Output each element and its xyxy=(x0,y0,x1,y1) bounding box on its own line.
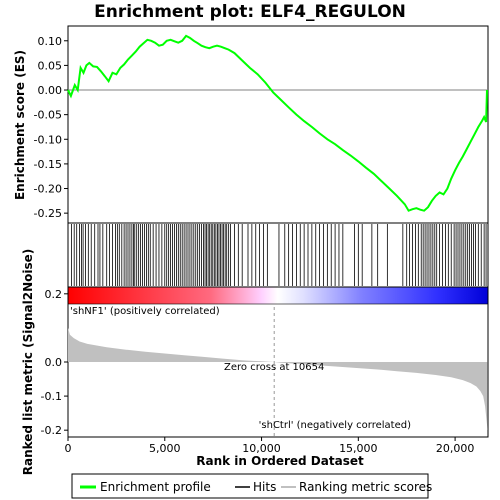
es-y-tick-label: 0.10 xyxy=(38,35,63,48)
es-y-axis-label: Enrichment score (ES) xyxy=(13,50,27,200)
ranking-metric-area xyxy=(68,327,488,431)
es-y-tick-label: -0.05 xyxy=(34,109,62,122)
es-panel-frame xyxy=(67,25,489,224)
legend-hits-label: Hits xyxy=(253,480,276,494)
x-axis-label: Rank in Ordered Dataset xyxy=(196,454,364,468)
es-y-tick-label: -0.10 xyxy=(34,133,62,146)
legend-ranking-metric-label: Ranking metric scores xyxy=(299,480,432,494)
es-y-tick-label: -0.15 xyxy=(34,158,62,171)
es-y-ticks: 0.10 0.05 0.00 -0.05 -0.10 -0.15 -0.20 -0.25 xyxy=(34,35,68,220)
legend-enrichment-profile-label: Enrichment profile xyxy=(100,480,211,494)
x-tick-label: 5,000 xyxy=(149,442,181,455)
legend-box xyxy=(71,473,429,499)
zero-cross-label: Zero cross at 10654 xyxy=(224,362,324,373)
metric-y-axis-label: Ranked list metric (Signal2Noise) xyxy=(21,249,35,476)
metric-x-ticks: 0 5,000 10,000 15,000 20,000 xyxy=(65,437,475,455)
x-tick-label: 15,000 xyxy=(339,442,378,455)
negative-correlation-label: 'shCtrl' (negatively correlated) xyxy=(259,420,411,431)
enrichment-profile-line xyxy=(67,34,488,212)
x-tick-label: 10,000 xyxy=(242,442,281,455)
x-tick-label: 0 xyxy=(65,442,72,455)
rank-color-bar xyxy=(67,286,489,305)
metric-y-tick-label: -0.2 xyxy=(41,424,62,437)
es-y-tick-label: 0.00 xyxy=(38,84,63,97)
positive-correlation-label: 'shNF1' (positively correlated) xyxy=(70,306,220,317)
metric-y-tick-label: 0.2 xyxy=(45,288,63,301)
x-tick-label: 20,000 xyxy=(436,442,475,455)
es-y-tick-label: -0.20 xyxy=(34,183,62,196)
es-y-tick-label: 0.05 xyxy=(38,59,63,72)
metric-y-tick-label: -0.1 xyxy=(41,390,62,403)
metric-y-ticks: 0.2 0.0 -0.1 -0.2 xyxy=(41,288,68,437)
chart-title: Enrichment plot: ELF4_REGULON xyxy=(94,2,406,22)
metric-y-tick-label: 0.0 xyxy=(45,356,63,369)
es-y-tick-label: -0.25 xyxy=(34,207,62,220)
hit-marks xyxy=(71,224,487,286)
